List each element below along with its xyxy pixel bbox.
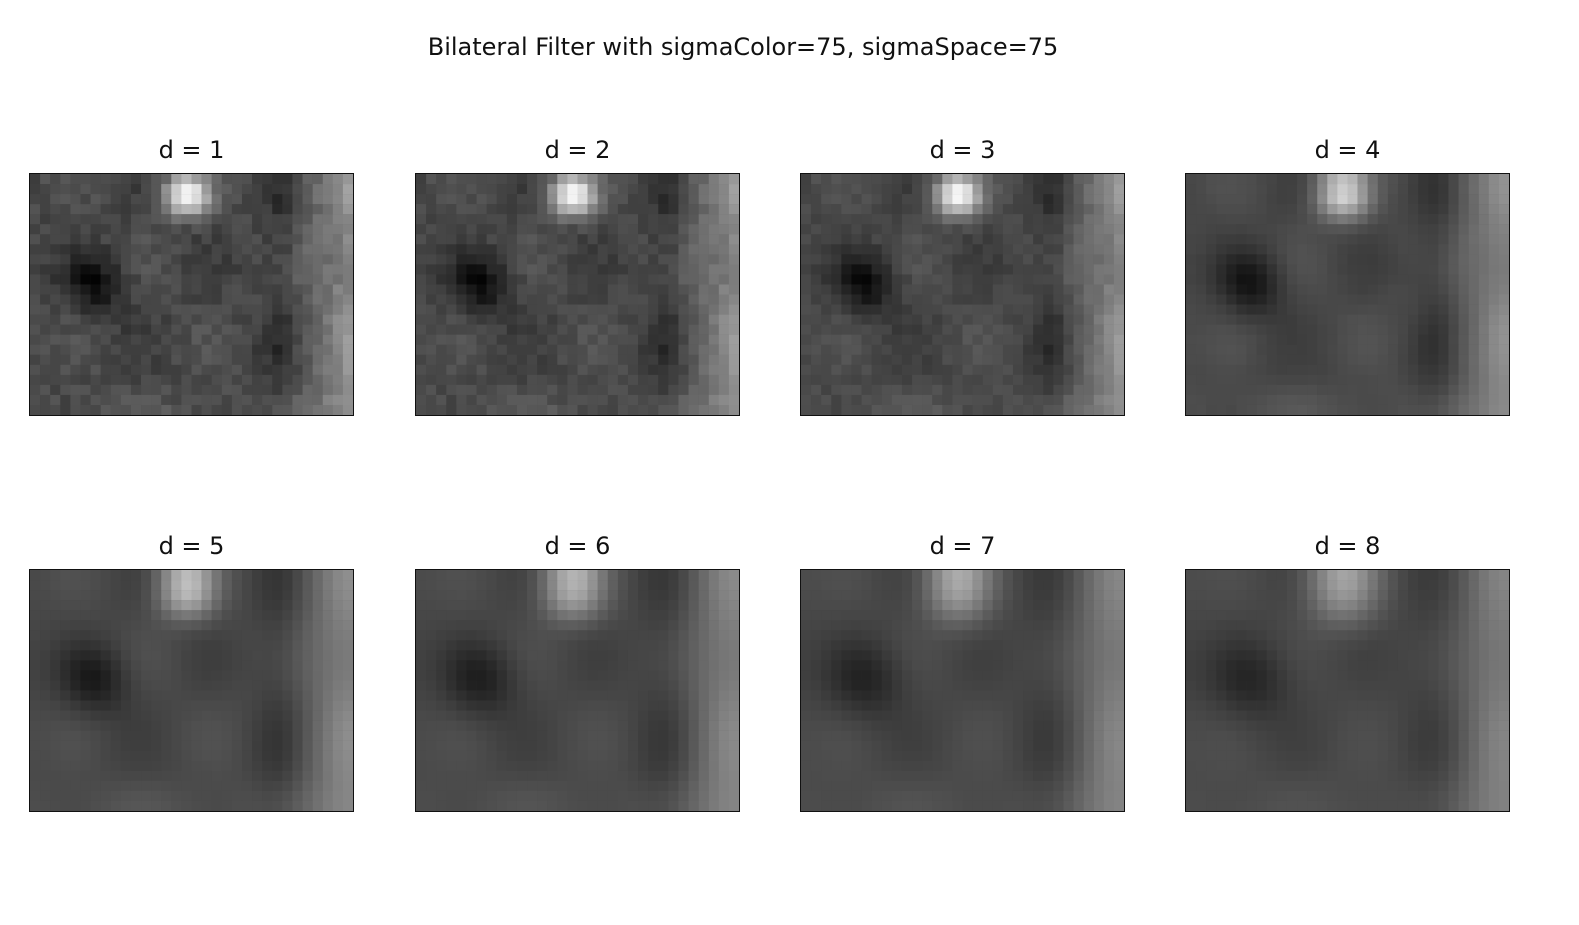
panel-title: d = 2: [544, 136, 611, 164]
panel-title: d = 3: [929, 136, 996, 164]
panel-title: d = 4: [1314, 136, 1381, 164]
panel-title: d = 6: [544, 532, 611, 560]
grayscale-image: [1185, 569, 1510, 812]
grayscale-image: [800, 173, 1125, 416]
panel-title: d = 5: [158, 532, 225, 560]
panel-title: d = 1: [158, 136, 225, 164]
figure-title: Bilateral Filter with sigmaColor=75, sig…: [427, 33, 1059, 61]
grayscale-image: [29, 569, 354, 812]
grayscale-image: [1185, 173, 1510, 416]
grayscale-image: [800, 569, 1125, 812]
grayscale-image: [415, 173, 740, 416]
grayscale-image: [415, 569, 740, 812]
panel-title: d = 7: [929, 532, 996, 560]
panel-title: d = 8: [1314, 532, 1381, 560]
grayscale-image: [29, 173, 354, 416]
